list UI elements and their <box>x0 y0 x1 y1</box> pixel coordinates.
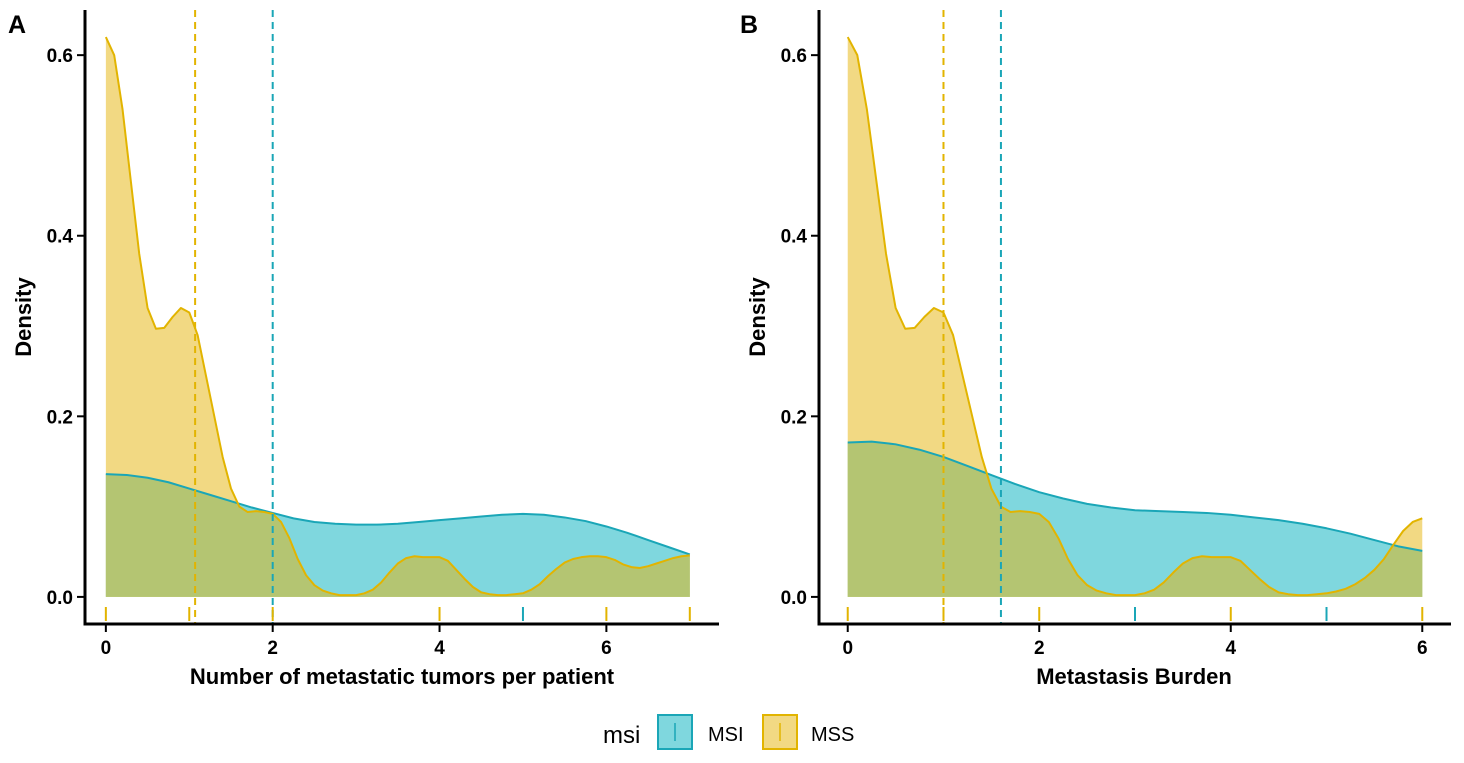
panel-b-x-tick-label: 4 <box>1225 638 1236 659</box>
panel-b: B 0 2 4 6 0.0 0.2 0.4 0.6 Metastasis Burden Den… <box>740 10 1451 689</box>
panel-b-tag: B <box>740 11 758 39</box>
panel-a-y-axis-title: Density <box>11 277 36 357</box>
panel-a-tag: A <box>8 11 26 39</box>
panel-a-overlap-area <box>105 474 690 597</box>
panel-a-y-tick-label: 0.6 <box>47 46 73 67</box>
panel-b-x-tick-label: 6 <box>1417 638 1428 659</box>
panel-b-x-axis-title: Metastasis Burden <box>1036 664 1232 689</box>
legend-item-msi: MSI <box>657 714 744 750</box>
panel-b-x-tick-label: 2 <box>1034 638 1045 659</box>
panel-a-y-tick-label: 0.0 <box>47 588 73 609</box>
panel-a-x-tick-label: 0 <box>101 638 112 659</box>
panel-b-y-tick-label: 0.2 <box>781 407 807 428</box>
panel-a-msi-density-line <box>105 473 691 556</box>
panel-a: A 0 2 4 6 0.0 0.2 0.4 0.6 Number of metastatic … <box>8 10 719 689</box>
legend: msi MSI MSS <box>603 714 854 750</box>
legend-label-mss: MSS <box>811 724 854 746</box>
panel-a-x-tick-label: 2 <box>267 638 278 659</box>
panel-b-y-tick-label: 0.6 <box>781 46 807 67</box>
legend-item-mss: MSS <box>762 714 854 750</box>
panel-a-x-tick-label: 6 <box>601 638 612 659</box>
panel-b-y-axis-title: Density <box>745 277 770 357</box>
panel-a-x-axis-title: Number of metastatic tumors per patient <box>190 664 615 689</box>
panel-b-overlap-area <box>847 441 1423 597</box>
panel-a-y-tick-label: 0.2 <box>47 407 73 428</box>
legend-title: msi <box>603 722 640 749</box>
panel-b-y-tick-label: 0.0 <box>781 588 807 609</box>
panel-a-mss-density-line <box>104 36 690 597</box>
panel-b-x-tick-label: 0 <box>842 638 853 659</box>
panel-b-y-tick-label: 0.4 <box>781 227 808 248</box>
legend-label-msi: MSI <box>708 724 744 746</box>
panel-a-y-tick-label: 0.4 <box>47 227 74 248</box>
panel-a-x-tick-label: 4 <box>434 638 445 659</box>
